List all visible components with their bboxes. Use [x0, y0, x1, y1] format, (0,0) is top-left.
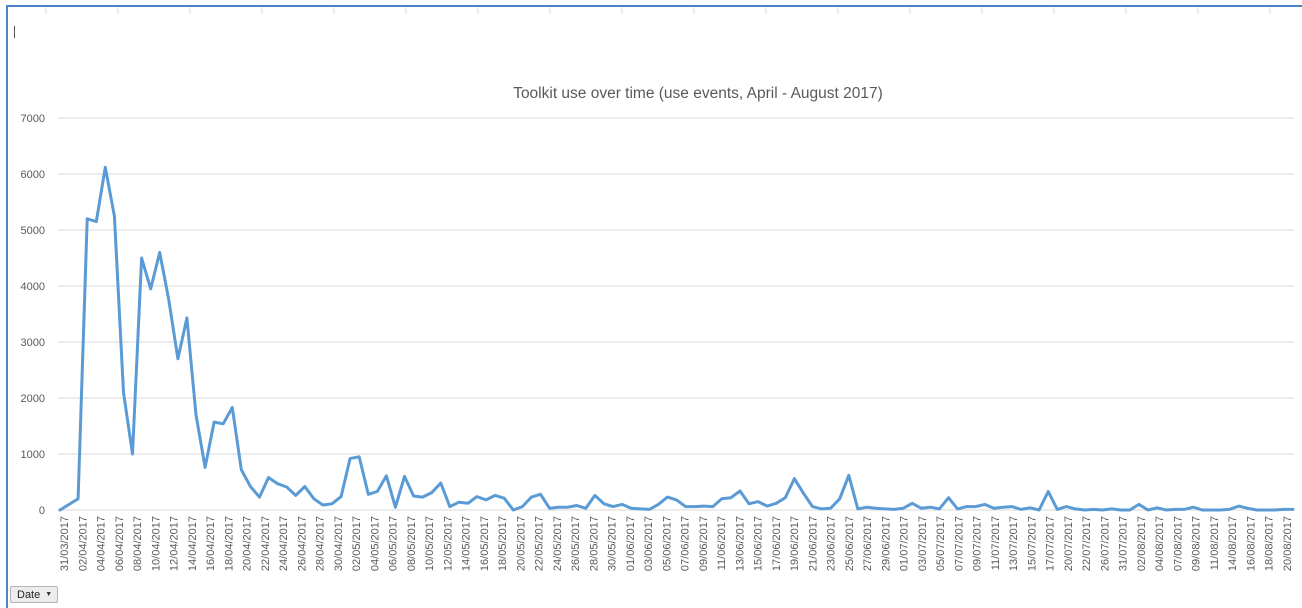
x-tick-label: 03/06/2017	[643, 516, 655, 571]
x-tick-label: 18/04/2017	[223, 516, 235, 571]
y-axis-ticks: 0 1000 2000 3000 4000 5000 6000 7000	[21, 113, 45, 517]
x-tick-label: 19/06/2017	[789, 516, 801, 571]
x-tick-label: 12/04/2017	[169, 516, 181, 571]
x-tick-label: 26/04/2017	[296, 516, 308, 571]
series-line	[58, 165, 1295, 512]
x-tick-label: 16/04/2017	[205, 516, 217, 571]
x-tick-label: 10/05/2017	[424, 516, 436, 571]
cell-grid-ticks	[45, 7, 1271, 14]
x-tick-label: 28/04/2017	[315, 516, 327, 571]
x-tick-label: 25/06/2017	[844, 516, 856, 571]
x-tick-label: 05/06/2017	[661, 516, 673, 571]
date-filter-label: Date	[17, 588, 41, 601]
y-tick-label: 4000	[21, 281, 45, 293]
x-tick-label: 11/06/2017	[716, 516, 728, 570]
chart-frame	[6, 5, 1302, 608]
x-tick-label: 15/06/2017	[753, 516, 765, 571]
x-tick-label: 28/05/2017	[588, 516, 600, 571]
x-tick-label: 13/07/2017	[1008, 516, 1020, 571]
x-axis-ticks: 31/03/2017 02/04/2017 04/04/2017 06/04/2017…	[59, 516, 1294, 571]
x-tick-label: 09/07/2017	[972, 516, 984, 571]
x-tick-label: 17/07/2017	[1045, 516, 1057, 571]
x-tick-label: 31/03/2017	[59, 516, 71, 571]
x-tick-label: 22/07/2017	[1081, 516, 1093, 571]
x-tick-label: 20/04/2017	[242, 516, 254, 571]
x-tick-label: 22/04/2017	[260, 516, 272, 571]
text-cursor	[14, 26, 15, 38]
x-tick-label: 30/04/2017	[333, 516, 345, 571]
x-tick-label: 06/05/2017	[388, 516, 400, 571]
x-tick-label: 20/05/2017	[515, 516, 527, 571]
x-tick-label: 06/04/2017	[114, 516, 126, 571]
x-tick-label: 24/05/2017	[552, 516, 564, 571]
x-tick-label: 08/04/2017	[132, 516, 144, 571]
x-tick-label: 26/05/2017	[570, 516, 582, 571]
x-tick-label: 13/06/2017	[734, 516, 746, 571]
x-tick-label: 16/08/2017	[1245, 516, 1257, 571]
x-tick-label: 08/05/2017	[406, 516, 418, 571]
x-tick-label: 23/06/2017	[826, 516, 838, 571]
x-tick-label: 11/07/2017	[990, 516, 1002, 570]
y-tick-label: 7000	[21, 113, 45, 125]
x-tick-label: 26/07/2017	[1099, 516, 1111, 571]
x-tick-label: 24/04/2017	[278, 516, 290, 571]
x-tick-label: 14/04/2017	[187, 516, 199, 571]
y-tick-label: 0	[39, 505, 45, 517]
y-tick-label: 1000	[21, 449, 45, 461]
x-tick-label: 11/08/2017	[1209, 516, 1221, 570]
x-tick-label: 10/04/2017	[150, 516, 162, 571]
date-filter-button[interactable]: Date ▼	[10, 586, 59, 603]
x-tick-label: 05/07/2017	[935, 516, 947, 571]
y-tick-label: 5000	[21, 225, 45, 237]
triangle-down-icon: ▼	[45, 591, 53, 598]
x-tick-label: 15/07/2017	[1026, 516, 1038, 571]
x-tick-label: 30/05/2017	[607, 516, 619, 571]
x-tick-label: 04/08/2017	[1154, 516, 1166, 571]
x-tick-label: 31/07/2017	[1118, 516, 1130, 571]
x-tick-label: 02/04/2017	[77, 516, 89, 571]
x-tick-label: 07/07/2017	[953, 516, 965, 571]
x-tick-label: 01/06/2017	[625, 516, 637, 571]
series-line-group	[58, 165, 1295, 512]
x-tick-label: 07/08/2017	[1172, 516, 1184, 571]
x-tick-label: 04/05/2017	[369, 516, 381, 571]
x-tick-label: 14/05/2017	[461, 516, 473, 571]
x-tick-label: 09/08/2017	[1191, 516, 1203, 571]
x-tick-label: 27/06/2017	[862, 516, 874, 571]
x-tick-label: 22/05/2017	[534, 516, 546, 571]
x-tick-label: 20/08/2017	[1282, 516, 1294, 571]
y-tick-label: 3000	[21, 337, 45, 349]
x-tick-label: 18/08/2017	[1264, 516, 1276, 571]
x-tick-label: 04/04/2017	[96, 516, 108, 571]
x-tick-label: 20/07/2017	[1063, 516, 1075, 571]
x-tick-label: 07/06/2017	[680, 516, 692, 571]
gridlines	[58, 117, 1294, 511]
x-tick-label: 02/08/2017	[1136, 516, 1148, 571]
x-tick-label: 01/07/2017	[899, 516, 911, 571]
x-tick-label: 09/06/2017	[698, 516, 710, 571]
x-tick-label: 12/05/2017	[442, 516, 454, 571]
x-tick-label: 17/06/2017	[771, 516, 783, 571]
x-tick-label: 02/05/2017	[351, 516, 363, 571]
x-tick-label: 29/06/2017	[880, 516, 892, 571]
chart-title: Toolkit use over time (use events, April…	[513, 85, 883, 102]
y-tick-label: 2000	[21, 393, 45, 405]
x-tick-label: 21/06/2017	[807, 516, 819, 571]
y-tick-label: 6000	[21, 169, 45, 181]
x-tick-label: 14/08/2017	[1227, 516, 1239, 571]
x-tick-label: 03/07/2017	[917, 516, 929, 571]
x-tick-label: 16/05/2017	[479, 516, 491, 571]
x-tick-label: 18/05/2017	[497, 516, 509, 571]
